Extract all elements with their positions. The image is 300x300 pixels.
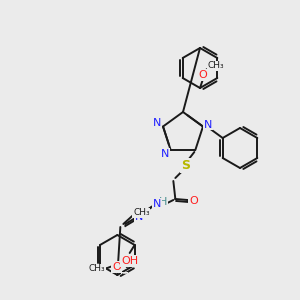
Text: CH₃: CH₃ [133, 208, 150, 217]
Text: CH₃: CH₃ [208, 61, 224, 70]
Text: O: O [189, 196, 198, 206]
Text: N: N [153, 118, 161, 128]
Text: H: H [159, 197, 167, 207]
Text: OH: OH [121, 256, 138, 266]
Text: N: N [135, 212, 143, 222]
Text: N: N [153, 199, 161, 209]
Text: O: O [112, 262, 121, 272]
Text: S: S [181, 160, 190, 172]
Text: O: O [199, 70, 207, 80]
Text: N: N [160, 149, 169, 159]
Text: methoxy: methoxy [122, 272, 128, 274]
Text: CH₃: CH₃ [88, 265, 105, 274]
Text: N: N [204, 119, 212, 130]
